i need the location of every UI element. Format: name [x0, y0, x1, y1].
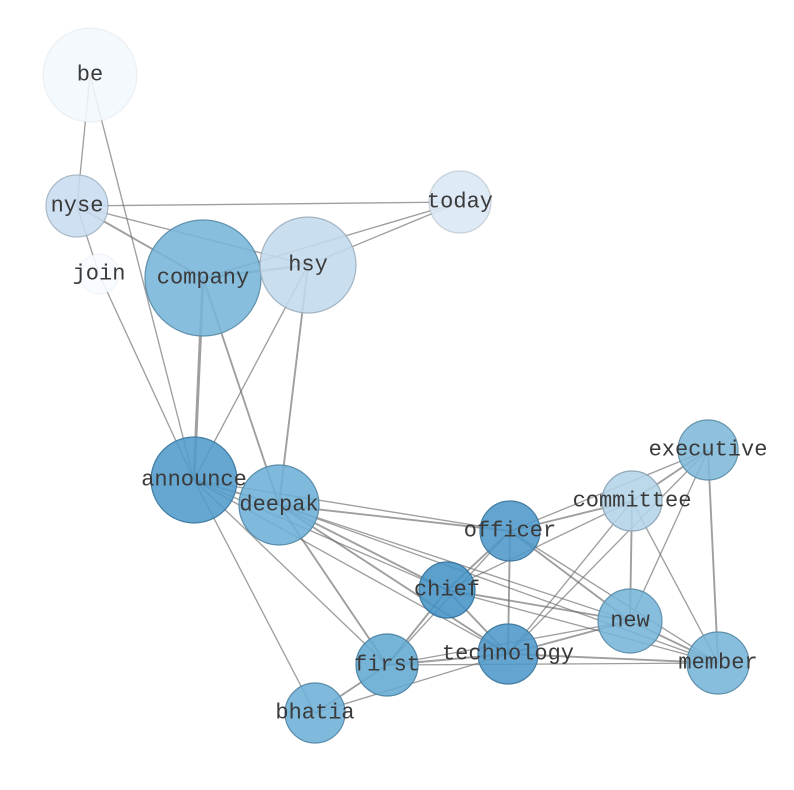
- svg-text:deepak: deepak: [239, 493, 318, 518]
- svg-text:executive: executive: [649, 438, 768, 463]
- svg-text:bhatia: bhatia: [275, 701, 354, 726]
- svg-text:nyse: nyse: [51, 194, 104, 219]
- svg-text:committee: committee: [573, 489, 692, 514]
- svg-text:technology: technology: [442, 642, 574, 667]
- svg-text:first: first: [354, 653, 420, 678]
- svg-text:join: join: [73, 262, 126, 287]
- svg-text:officer: officer: [464, 519, 556, 544]
- svg-text:company: company: [157, 266, 249, 291]
- svg-text:hsy: hsy: [288, 253, 328, 278]
- svg-text:be: be: [77, 63, 103, 88]
- svg-text:announce: announce: [141, 468, 247, 493]
- svg-text:today: today: [427, 190, 493, 215]
- svg-text:new: new: [610, 609, 650, 634]
- svg-text:chief: chief: [414, 578, 480, 603]
- svg-text:member: member: [678, 651, 757, 676]
